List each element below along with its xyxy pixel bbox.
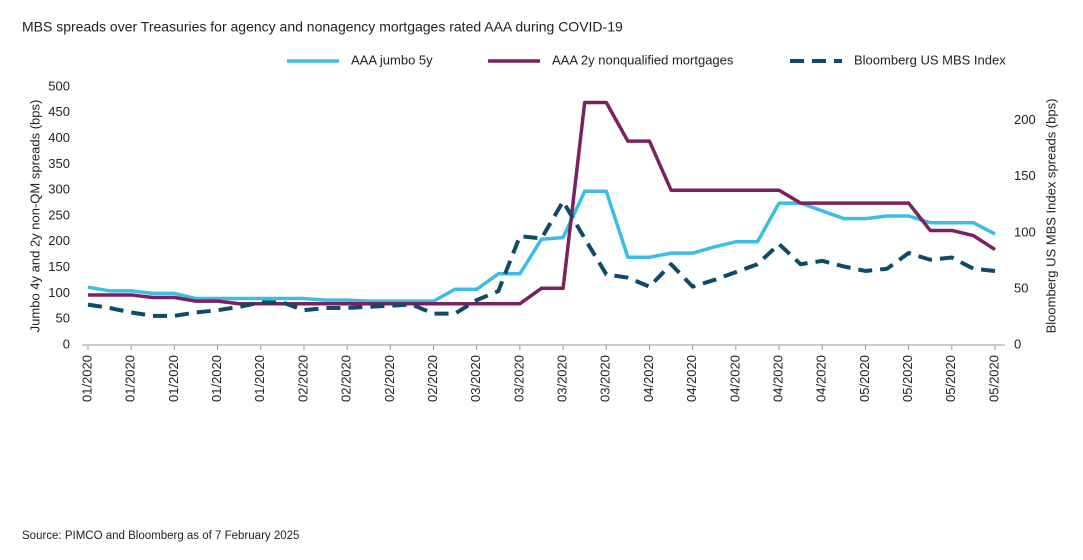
- x-tick-label: 04/2020: [641, 355, 656, 402]
- x-tick-label: 05/2020: [986, 355, 1001, 402]
- series-line: [88, 100, 996, 306]
- x-tick-label: 03/2020: [468, 355, 483, 402]
- x-tick-label: 03/2020: [598, 355, 613, 402]
- y-tick-label: 150: [48, 259, 70, 274]
- x-tick-label: 03/2020: [555, 355, 570, 402]
- series-line: [87, 199, 996, 318]
- legend-label: AAA 2y nonqualified mortgages: [552, 52, 734, 67]
- x-tick-label: 05/2020: [900, 355, 915, 402]
- x-tick-label: 02/2020: [339, 355, 354, 402]
- y-tick-label: 0: [63, 336, 70, 351]
- y-axis-label: Jumbo 4y and 2y non-QM spreads (bps): [27, 100, 42, 333]
- y2-tick-label: 0: [1014, 336, 1021, 351]
- y2-tick-label: 200: [1014, 112, 1036, 127]
- legend-label: AAA jumbo 5y: [351, 52, 433, 67]
- series-line: [87, 189, 996, 303]
- y2-axis-label: Bloomberg US MBS Index spreads (bps): [1043, 99, 1058, 334]
- x-tick-label: 05/2020: [857, 355, 872, 402]
- y-tick-label: 400: [48, 130, 70, 145]
- y-tick-label: 450: [48, 104, 70, 119]
- x-tick-label: 02/2020: [382, 355, 397, 402]
- y-tick-label: 500: [48, 78, 70, 93]
- x-tick-label: 03/2020: [511, 355, 526, 402]
- x-tick-label: 04/2020: [684, 355, 699, 402]
- y-tick-label: 200: [48, 233, 70, 248]
- x-tick-label: 01/2020: [123, 355, 138, 402]
- chart-title: MBS spreads over Treasuries for agency a…: [22, 19, 623, 35]
- source-note: Source: PIMCO and Bloomberg as of 7 Febr…: [22, 530, 299, 542]
- x-tick-label: 01/2020: [79, 355, 94, 402]
- y-tick-label: 350: [48, 156, 70, 171]
- y2-tick-label: 50: [1014, 280, 1028, 295]
- x-tick-label: 04/2020: [770, 355, 785, 402]
- x-tick-label: 01/2020: [252, 355, 267, 402]
- x-tick-label: 02/2020: [295, 355, 310, 402]
- x-tick-label: 02/2020: [425, 355, 440, 402]
- y-tick-label: 250: [48, 207, 70, 222]
- x-tick-label: 04/2020: [814, 355, 829, 402]
- y-tick-label: 300: [48, 182, 70, 197]
- x-tick-label: 01/2020: [209, 355, 224, 402]
- x-tick-label: 05/2020: [943, 355, 958, 402]
- y2-tick-label: 150: [1014, 168, 1036, 183]
- y-tick-label: 50: [56, 311, 70, 326]
- legend-label: Bloomberg US MBS Index: [854, 52, 1006, 67]
- y2-tick-label: 100: [1014, 224, 1036, 239]
- x-tick-label: 01/2020: [166, 355, 181, 402]
- y-tick-label: 100: [48, 285, 70, 300]
- x-tick-label: 04/2020: [727, 355, 742, 402]
